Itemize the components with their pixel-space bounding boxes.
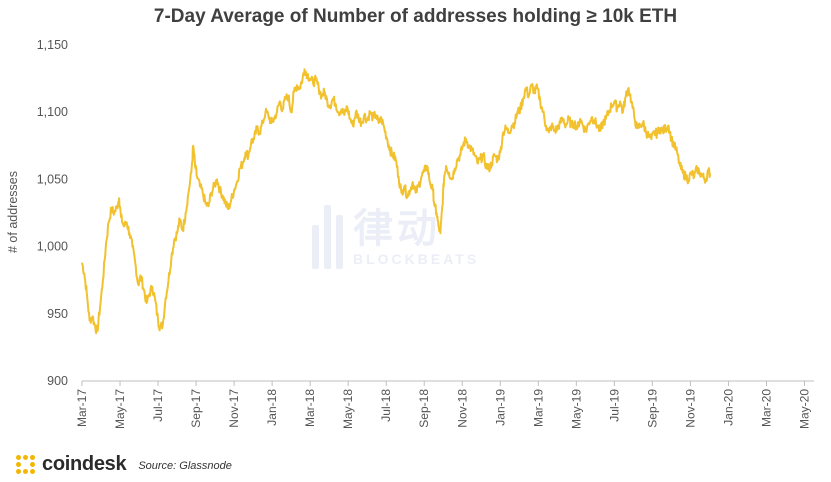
series-line [81, 68, 711, 335]
x-tick-label: Mar-19 [531, 389, 545, 427]
x-tick-label: May-17 [113, 389, 127, 429]
x-axis: Mar-17 May-17 Jul-17 Sep-17 Nov-17 Jan-18 Mar-… [75, 380, 814, 429]
y-tick-label: 950 [47, 307, 68, 321]
x-tick-label: Jul-17 [151, 389, 165, 422]
x-tick-label: Mar-18 [303, 389, 317, 427]
series-group [81, 68, 711, 335]
footer: coindesk Source: Glassnode [16, 453, 232, 476]
blockbeats-logo-icon [312, 205, 343, 269]
x-tick-label: Jan-20 [721, 389, 735, 426]
x-tick-label: Nov-19 [683, 389, 697, 428]
x-tick-label: Mar-17 [75, 389, 89, 427]
x-tick-label: Sep-19 [645, 389, 659, 428]
y-axis: 900 950 1,000 1,050 1,100 1,150 [37, 38, 68, 388]
y-tick-label: 900 [47, 374, 68, 388]
x-tick-label: Nov-17 [227, 389, 241, 428]
x-tick-label: Jan-19 [493, 389, 507, 426]
x-tick-label: May-20 [797, 389, 811, 429]
watermark-cn-text: 律动 [353, 207, 441, 251]
x-tick-label: May-19 [569, 389, 583, 429]
x-tick-label: Sep-17 [189, 389, 203, 428]
x-tick-label: Jul-19 [607, 389, 621, 422]
blockbeats-watermark: 律动 BLOCKBEATS [312, 205, 479, 269]
x-tick-label: Jan-18 [265, 389, 279, 426]
y-tick-label: 1,100 [37, 105, 68, 119]
watermark-en-text: BLOCKBEATS [353, 251, 480, 267]
x-tick-label: May-18 [341, 389, 355, 429]
y-tick-label: 1,150 [37, 38, 68, 52]
coindesk-logo-text: coindesk [42, 453, 127, 475]
y-axis-label: # of addresses [6, 171, 20, 253]
x-tick-label: Sep-18 [417, 389, 431, 428]
source-note: Source: Glassnode [138, 460, 232, 472]
coindesk-logo-icon [16, 454, 36, 475]
x-tick-label: Nov-18 [455, 389, 469, 428]
y-tick-label: 1,050 [37, 172, 68, 186]
x-tick-label: Mar-20 [759, 389, 773, 427]
x-tick-label: Jul-18 [379, 389, 393, 422]
chart-title: 7-Day Average of Number of addresses hol… [153, 6, 678, 27]
y-tick-label: 1,000 [37, 240, 68, 254]
